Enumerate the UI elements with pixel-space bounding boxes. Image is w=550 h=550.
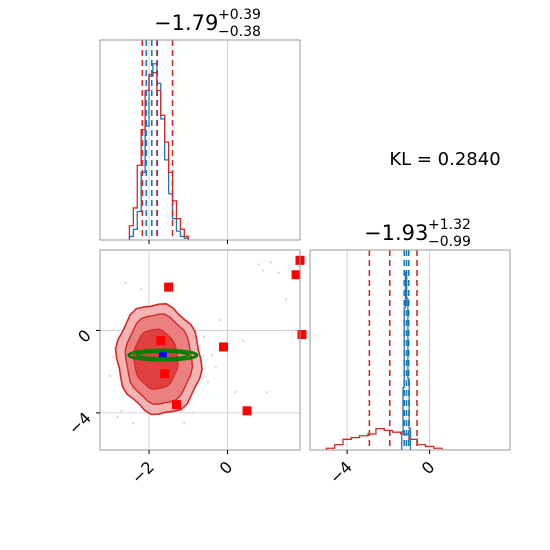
kl-annotation: KL = 0.2840: [389, 149, 500, 170]
blue-center-marker: [158, 352, 167, 358]
scatter-point: [214, 366, 217, 369]
scatter-point: [120, 409, 123, 413]
panel-frame: [309, 249, 511, 451]
scatter-point: [285, 298, 288, 301]
scatter-point: [116, 415, 119, 419]
scatter-point: [124, 281, 127, 285]
panel-title: −1.93 +1.32−0.99: [364, 217, 471, 250]
scatter-point: [183, 421, 186, 425]
panel-title: −1.79 +0.39−0.38: [154, 7, 261, 40]
title-minus: −0.99: [428, 234, 471, 250]
red-histogram: [325, 427, 443, 450]
scatter-point: [261, 269, 264, 272]
scatter-point: [241, 339, 245, 342]
panel-frame: [99, 39, 301, 241]
scatter-point: [265, 391, 268, 394]
truth-marker: [156, 336, 166, 346]
title-median: −1.93: [364, 221, 428, 245]
truth-marker: [171, 400, 181, 410]
scatter-point: [234, 391, 237, 394]
scatter-point: [190, 411, 194, 415]
red-histogram: [128, 72, 189, 240]
green-ellipse-outer: [127, 348, 199, 362]
scatter-point: [218, 318, 221, 322]
scatter-point: [210, 353, 213, 357]
title-plus: +1.32: [428, 217, 471, 233]
title-plus: +0.39: [218, 7, 261, 23]
scatter-point: [269, 261, 272, 264]
scatter-point: [139, 287, 143, 291]
scatter-point: [108, 374, 112, 377]
scatter-point: [206, 380, 210, 384]
scatter-point: [277, 271, 280, 274]
tick-label: −2: [128, 457, 158, 487]
tick-label: −4: [326, 457, 356, 487]
tick-label: 0: [418, 457, 439, 478]
scatter-point: [112, 356, 115, 359]
scatter-point: [202, 335, 206, 338]
truth-marker: [297, 330, 307, 340]
truth-marker: [291, 270, 301, 280]
blue-histogram: [128, 63, 189, 240]
scatter-point: [257, 263, 261, 266]
panel-frame: [99, 249, 301, 451]
tick-label: 0: [74, 326, 95, 347]
scatter-point: [132, 421, 135, 425]
title-median: −1.79: [154, 11, 218, 35]
title-minus: −0.38: [218, 24, 261, 40]
truth-marker: [219, 342, 229, 352]
truth-marker: [242, 406, 252, 416]
truth-marker: [160, 369, 170, 379]
truth-marker: [164, 282, 174, 292]
tick-label: −4: [65, 408, 95, 438]
tick-label: 0: [216, 457, 237, 478]
